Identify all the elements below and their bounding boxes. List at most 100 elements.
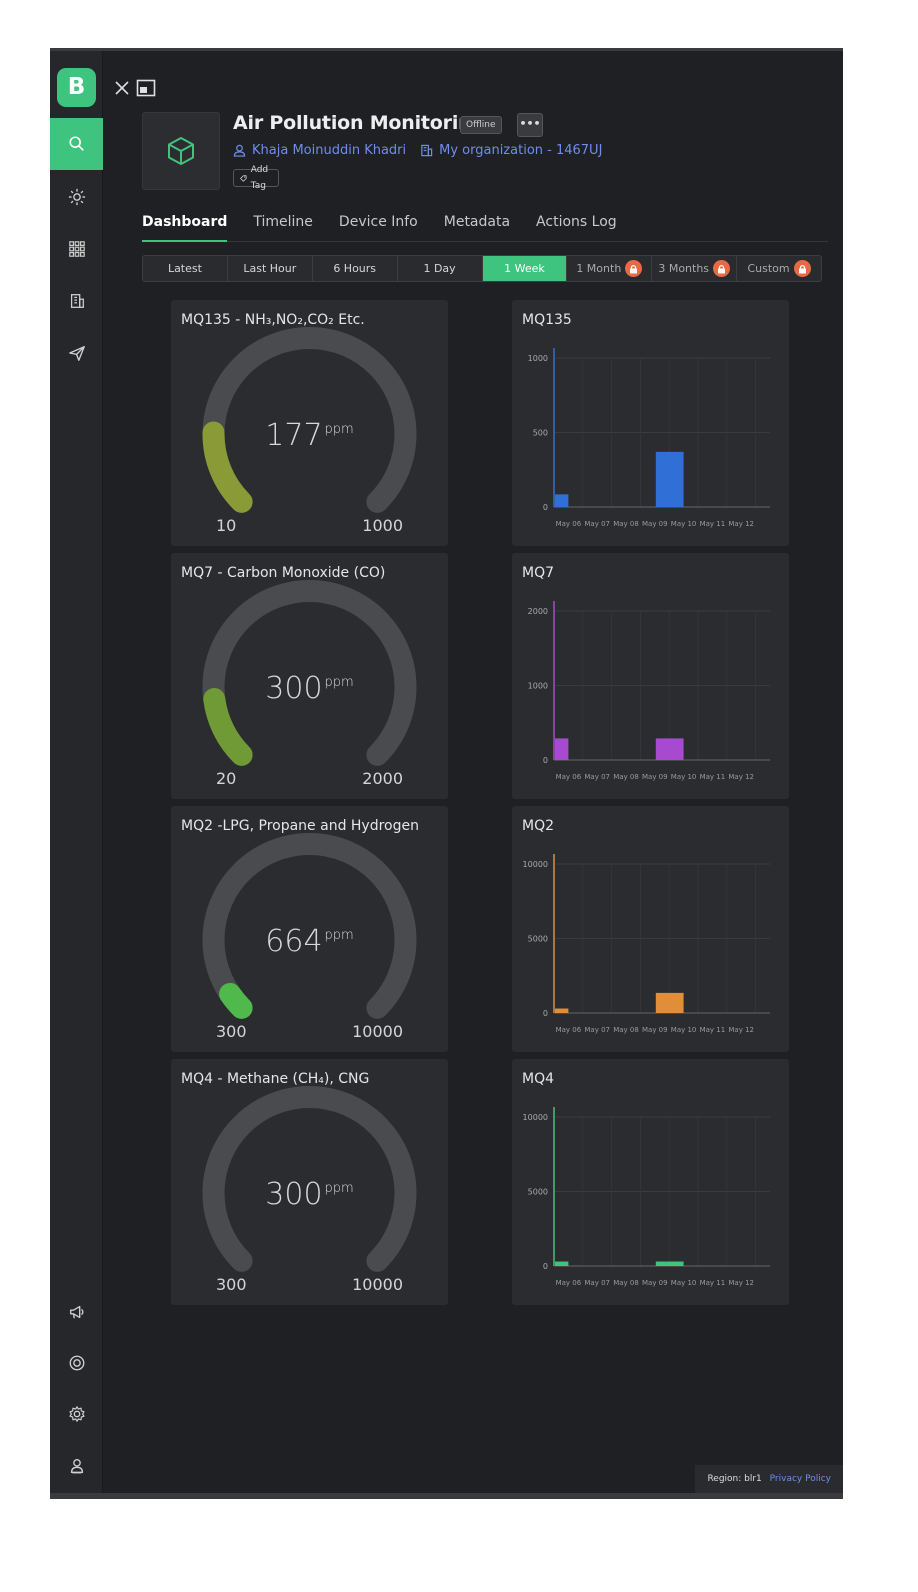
sidebar-item-announcements[interactable] xyxy=(50,1286,103,1338)
expand-button[interactable] xyxy=(136,79,156,101)
range-label: 1 Month xyxy=(576,262,622,275)
gauge-number: 664 xyxy=(265,924,323,959)
grid-icon xyxy=(68,241,85,257)
gauge-title: MQ7 - Carbon Monoxide (CO) xyxy=(181,565,386,581)
gauge-dial xyxy=(202,580,417,766)
owner-link[interactable]: Khaja Moinuddin Khadri xyxy=(233,143,406,158)
x-tick-label: May 07 xyxy=(584,1026,610,1034)
gauge-max: 10000 xyxy=(352,1022,403,1041)
region-label: Region: blr1 xyxy=(707,1474,762,1484)
chart-card-mq135: MQ135 0 500 1000 May 06 May 07 May 08 May 09 Ma… xyxy=(512,300,789,546)
bar[interactable] xyxy=(655,451,684,507)
app-logo[interactable]: B xyxy=(57,68,96,107)
range-latest[interactable]: Latest xyxy=(143,256,228,281)
bar[interactable] xyxy=(655,738,684,760)
owner-name: Khaja Moinuddin Khadri xyxy=(252,143,407,158)
sidebar-item-search[interactable] xyxy=(50,118,103,170)
x-tick-label: May 09 xyxy=(642,773,668,781)
device-title: Air Pollution Monitoring xyxy=(233,112,485,134)
bar[interactable] xyxy=(655,1261,684,1266)
gauge-title: MQ135 - NH₃,NO₂,CO₂ Etc. xyxy=(181,312,365,328)
range-1-day[interactable]: 1 Day xyxy=(398,256,483,281)
tab-timeline[interactable]: Timeline xyxy=(253,214,313,230)
range-3-months[interactable]: 3 Months xyxy=(652,256,738,281)
user-icon xyxy=(70,1459,83,1474)
device-tabs: Dashboard Timeline Device Info Metadata … xyxy=(142,211,828,242)
gauge-unit: ppm xyxy=(324,675,354,690)
tag-icon xyxy=(240,174,247,182)
chart-title: MQ135 xyxy=(522,312,572,328)
search-icon xyxy=(68,136,84,151)
bar[interactable] xyxy=(655,992,684,1013)
gauge-value: 177 ppm xyxy=(171,418,448,453)
x-tick-label: May 11 xyxy=(700,1279,726,1287)
x-tick-label: May 09 xyxy=(642,1279,668,1287)
range-1-month[interactable]: 1 Month xyxy=(567,256,653,281)
chart-title: MQ4 xyxy=(522,1071,555,1087)
lock-icon xyxy=(793,260,811,277)
y-tick-label: 10000 xyxy=(523,860,548,869)
y-tick-label: 1000 xyxy=(528,354,548,363)
x-tick-label: May 11 xyxy=(700,1026,726,1034)
gauge-title: MQ4 - Methane (CH₄), CNG xyxy=(181,1071,370,1087)
organization-link[interactable]: My organization - 1467UJ xyxy=(420,143,602,158)
sidebar-item-templates[interactable] xyxy=(50,223,103,275)
tab-actions-log[interactable]: Actions Log xyxy=(536,214,617,230)
gauge-track xyxy=(202,833,417,1019)
gauge-max: 1000 xyxy=(362,516,403,535)
footer: Region: blr1 Privacy Policy xyxy=(695,1465,843,1493)
gauge-max: 2000 xyxy=(362,769,403,788)
expand-icon xyxy=(136,79,156,97)
bar[interactable] xyxy=(555,1008,569,1013)
user-icon xyxy=(233,144,246,157)
gauge-card-mq2: MQ2 -LPG, Propane and Hydrogen 664 ppm 30… xyxy=(171,806,448,1052)
cube-icon xyxy=(168,137,194,165)
bar[interactable] xyxy=(555,738,569,760)
privacy-policy-link[interactable]: Privacy Policy xyxy=(769,1474,831,1484)
gauge-max: 10000 xyxy=(352,1275,403,1294)
gauge-card-mq4: MQ4 - Methane (CH₄), CNG 300 ppm 300 1000… xyxy=(171,1059,448,1305)
gauge-title: MQ2 -LPG, Propane and Hydrogen xyxy=(181,818,419,834)
sidebar-item-devices[interactable] xyxy=(50,171,103,223)
y-tick-label: 0 xyxy=(543,1009,548,1018)
y-tick-label: 10000 xyxy=(523,1113,548,1122)
gauge-unit: ppm xyxy=(324,928,354,943)
more-button[interactable]: ••• xyxy=(517,113,543,137)
x-tick-label: May 06 xyxy=(556,1026,582,1034)
range-6-hours[interactable]: 6 Hours xyxy=(313,256,398,281)
range-1-week[interactable]: 1 Week xyxy=(482,256,568,281)
sidebar-item-organizations[interactable] xyxy=(50,275,103,327)
gauge-number: 177 xyxy=(265,418,323,453)
tab-device-info[interactable]: Device Info xyxy=(338,214,418,230)
range-custom[interactable]: Custom xyxy=(737,256,821,281)
y-tick-label: 2000 xyxy=(528,607,548,616)
sun-icon xyxy=(68,188,85,206)
add-tag-button[interactable]: Add Tag xyxy=(233,165,280,191)
gauge-fill xyxy=(219,982,253,1019)
device-meta: Khaja Moinuddin Khadri My organization -… xyxy=(233,143,602,158)
building-icon xyxy=(70,294,84,308)
megaphone-icon xyxy=(69,1305,84,1319)
sidebar-item-profile[interactable] xyxy=(50,1440,103,1492)
bar[interactable] xyxy=(555,494,569,507)
tab-dashboard[interactable]: Dashboard xyxy=(142,211,228,242)
bar[interactable] xyxy=(555,1261,569,1266)
chart-card-mq2: MQ2 0 5000 10000 May 06 May 07 May 08 May 09 Ma… xyxy=(512,806,789,1052)
range-last-hour[interactable]: Last Hour xyxy=(228,256,313,281)
x-tick-label: May 07 xyxy=(584,520,610,528)
gauge-dial xyxy=(202,1086,417,1272)
status-badge: Offline xyxy=(460,116,502,134)
time-range-selector: Latest Last Hour 6 Hours 1 Day 1 Week 1 … xyxy=(142,255,822,282)
y-tick-label: 0 xyxy=(543,1262,548,1271)
tab-metadata[interactable]: Metadata xyxy=(443,214,511,230)
sidebar-item-settings[interactable] xyxy=(50,1388,103,1440)
gauge-unit: ppm xyxy=(324,422,354,437)
gear-icon xyxy=(68,1406,85,1422)
y-tick-label: 1000 xyxy=(528,682,548,691)
sidebar-item-help[interactable] xyxy=(50,1337,103,1389)
bar-chart: 0 5000 10000 May 06 May 07 May 08 May 09 May 10… xyxy=(523,1107,770,1287)
sidebar-item-messages[interactable] xyxy=(50,327,103,379)
close-button[interactable] xyxy=(114,80,130,100)
x-tick-label: May 06 xyxy=(556,520,582,528)
